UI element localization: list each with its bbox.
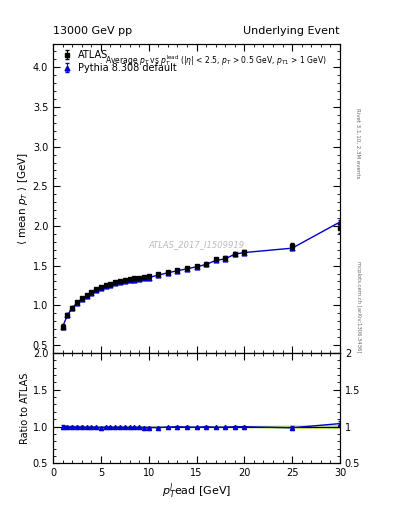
Text: Average $p_T$ vs $p_T^{\mathrm{lead}}$ ($|\eta|$ < 2.5, $p_T$ > 0.5 GeV, $p_{T1}: Average $p_T$ vs $p_T^{\mathrm{lead}}$ (… <box>105 53 326 68</box>
Text: Rivet 3.1.10, 2.3M events: Rivet 3.1.10, 2.3M events <box>356 108 361 179</box>
X-axis label: $p_T^l$ead [GeV]: $p_T^l$ead [GeV] <box>162 481 231 501</box>
Text: 13000 GeV pp: 13000 GeV pp <box>53 26 132 36</box>
Legend: ATLAS, Pythia 8.308 default: ATLAS, Pythia 8.308 default <box>58 48 179 75</box>
Y-axis label: $\langle$ mean $p_T$ $\rangle$ [GeV]: $\langle$ mean $p_T$ $\rangle$ [GeV] <box>16 152 30 245</box>
Y-axis label: Ratio to ATLAS: Ratio to ATLAS <box>20 372 30 444</box>
Text: ATLAS_2017_I1509919: ATLAS_2017_I1509919 <box>149 240 244 249</box>
Text: mcplots.cern.ch [arXiv:1306.3436]: mcplots.cern.ch [arXiv:1306.3436] <box>356 262 361 353</box>
Text: Underlying Event: Underlying Event <box>243 26 340 36</box>
